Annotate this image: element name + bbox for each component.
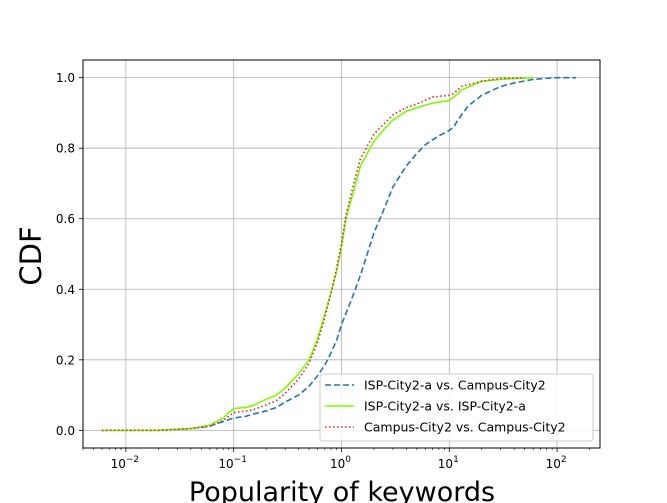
y-tick-label: 0.2 xyxy=(56,353,75,367)
y-axis-label: CDF xyxy=(14,226,48,285)
x-tick-label: 10−2 xyxy=(111,455,140,471)
legend-label-2: ISP-City2-a vs. ISP-City2-a xyxy=(364,399,526,414)
series-line-2 xyxy=(101,76,534,432)
y-tick-label: 0.8 xyxy=(56,142,75,156)
x-tick-label-exponent: −1 xyxy=(234,455,247,465)
y-tick-label: 0.6 xyxy=(56,212,75,226)
ticks xyxy=(79,77,590,452)
x-tick-label: 100 xyxy=(330,455,351,471)
x-axis-label: Popularity of keywords xyxy=(189,477,495,503)
x-tick-label: 10−1 xyxy=(218,455,247,471)
legend: ISP-City2-a vs. Campus-City2 ISP-City2-a … xyxy=(319,373,594,442)
x-tick-label-exponent: −2 xyxy=(126,455,139,465)
legend-label-1: ISP-City2-a vs. Campus-City2 xyxy=(364,378,546,393)
x-tick-label-base: 10 xyxy=(438,457,453,471)
series-line-1 xyxy=(101,76,577,432)
x-tick-label-base: 10 xyxy=(218,457,233,471)
x-tick-label: 102 xyxy=(546,455,567,471)
x-tick-label-exponent: 1 xyxy=(453,455,459,465)
y-tick-label: 0.4 xyxy=(56,283,75,297)
y-tick-label: 0.0 xyxy=(56,424,75,438)
series-lines xyxy=(101,76,577,432)
y-tick-label: 1.0 xyxy=(56,71,75,85)
x-tick-label-base: 10 xyxy=(546,457,561,471)
x-tick-label: 101 xyxy=(438,455,459,471)
x-tick-label-exponent: 0 xyxy=(345,455,351,465)
x-tick-label-exponent: 2 xyxy=(561,455,567,465)
series-line-3 xyxy=(101,76,525,432)
legend-label-3: Campus-City2 vs. Campus-City2 xyxy=(364,420,566,435)
x-tick-label-base: 10 xyxy=(111,457,126,471)
legend-box xyxy=(319,373,594,442)
x-tick-label-base: 10 xyxy=(330,457,345,471)
